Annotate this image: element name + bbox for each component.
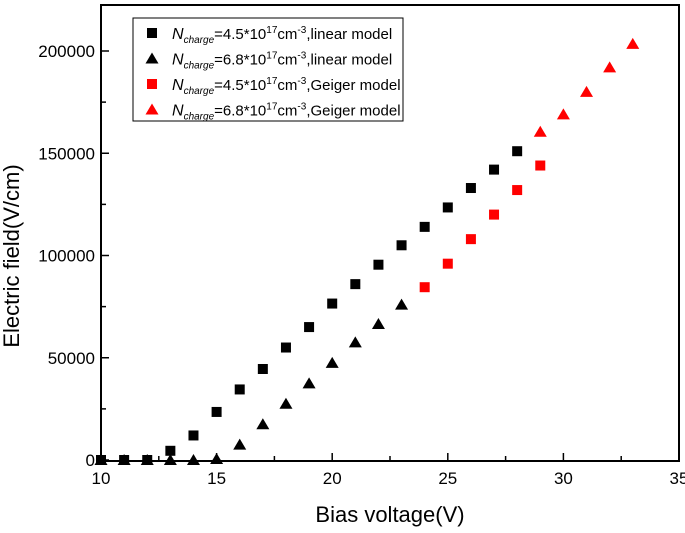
- data-point-series-1: [304, 322, 315, 333]
- data-point-series-2: [163, 454, 177, 465]
- legend-entry: Ncharge=4.5*1017cm-3,Geiger model: [172, 76, 401, 97]
- legend: Ncharge=4.5*1017cm-3,linear model Ncharge…: [132, 17, 404, 123]
- data-point-series-2: [117, 454, 131, 465]
- y-tick-label: 200000: [38, 42, 95, 61]
- data-point-series-2: [395, 298, 409, 310]
- x-tick-label: 25: [438, 469, 457, 488]
- data-point-series-2: [256, 418, 270, 430]
- data-point-series-1: [442, 202, 453, 213]
- data-point-series-2: [140, 454, 154, 465]
- x-tick-label: 20: [323, 469, 342, 488]
- data-point-series-1: [188, 430, 199, 441]
- data-point-series-3: [489, 209, 500, 220]
- data-point-series-1: [165, 445, 176, 456]
- data-point-series-2: [325, 356, 339, 368]
- data-point-series-1: [512, 146, 523, 157]
- y-tick-label: 50000: [48, 349, 95, 368]
- data-point-series-1: [280, 342, 291, 353]
- x-tick-label: 15: [207, 469, 226, 488]
- legend-entry: Ncharge=6.8*1017cm-3,Geiger model: [172, 102, 401, 123]
- data-point-series-2: [186, 454, 200, 465]
- data-point-series-1: [211, 406, 222, 417]
- y-axis-label: Electric field(V/cm): [0, 164, 24, 347]
- data-point-series-4: [626, 37, 640, 49]
- x-axis-label: Bias voltage(V): [315, 502, 464, 527]
- legend-marker: [147, 28, 157, 38]
- data-point-series-2: [233, 438, 247, 450]
- data-point-series-1: [234, 384, 245, 395]
- data-point-series-1: [419, 221, 430, 232]
- data-point-series-4: [580, 85, 594, 97]
- data-point-series-4: [556, 108, 570, 120]
- data-point-series-4: [603, 61, 617, 73]
- data-point-series-1: [350, 279, 361, 290]
- legend-entry: Ncharge=6.8*1017cm-3,linear model: [172, 51, 392, 72]
- data-point-series-2: [371, 318, 385, 330]
- data-point-series-1: [489, 164, 500, 175]
- data-point-series-4: [533, 125, 547, 137]
- legend-marker: [145, 52, 159, 64]
- data-point-series-2: [210, 452, 224, 464]
- data-point-series-1: [396, 240, 407, 251]
- data-point-series-1: [327, 298, 338, 309]
- data-points: [94, 37, 640, 465]
- legend-marker: [145, 103, 159, 115]
- y-tick-label: 150000: [38, 144, 95, 163]
- x-tick-label: 35: [670, 469, 685, 488]
- legend-box: [132, 17, 404, 122]
- x-tick-label: 30: [554, 469, 573, 488]
- y-tick-label: 0: [86, 451, 95, 470]
- y-tick-label: 100000: [38, 247, 95, 266]
- data-point-series-3: [535, 160, 546, 171]
- data-point-series-1: [257, 363, 268, 374]
- legend-entry: Ncharge=4.5*1017cm-3,linear model: [172, 25, 392, 46]
- data-point-series-3: [465, 234, 476, 245]
- data-point-series-1: [465, 183, 476, 194]
- legend-marker: [147, 79, 157, 89]
- data-point-series-1: [373, 259, 384, 270]
- data-point-series-3: [442, 258, 453, 269]
- data-point-series-2: [279, 397, 293, 409]
- x-tick-label: 10: [92, 469, 111, 488]
- data-point-series-3: [419, 282, 430, 293]
- data-point-series-2: [348, 336, 362, 348]
- data-point-series-2: [302, 377, 316, 389]
- data-point-series-2: [94, 454, 108, 465]
- data-point-series-3: [512, 185, 523, 196]
